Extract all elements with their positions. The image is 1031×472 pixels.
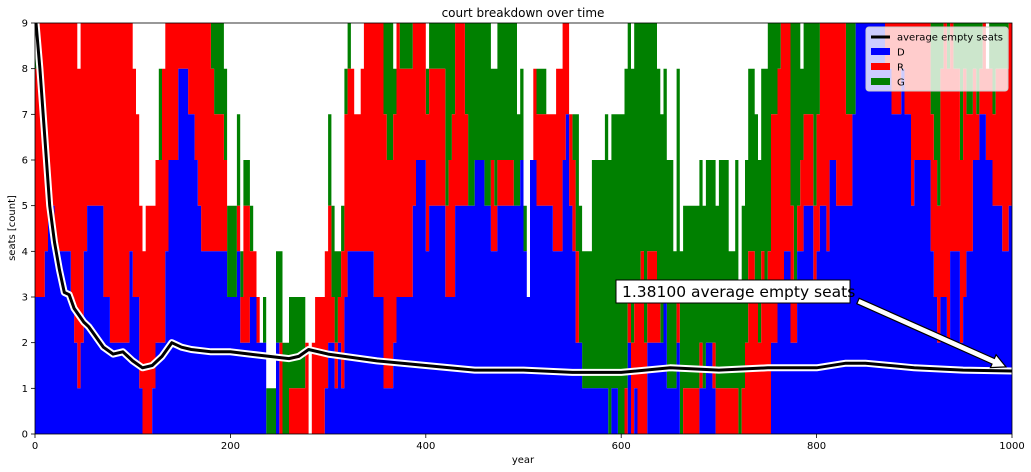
axes-frame <box>34 22 1013 435</box>
legend-swatch-R <box>871 63 890 70</box>
x-tick-label: 1000 <box>999 441 1024 452</box>
x-axis-label: year <box>512 455 535 466</box>
annotation-text: 1.38100 average empty seats <box>622 283 855 301</box>
legend-label: R <box>897 63 904 74</box>
legend-swatch-G <box>871 78 890 85</box>
y-tick-label: 2 <box>22 338 28 349</box>
x-tick-label: 0 <box>32 441 38 452</box>
annotation-box <box>615 279 851 304</box>
y-tick-label: 4 <box>22 247 28 258</box>
legend-box <box>865 26 1009 92</box>
legend-label: G <box>897 78 905 89</box>
plot-area <box>32 22 1013 434</box>
x-tick-label: 400 <box>416 441 435 452</box>
legend: average empty seats DRG <box>865 26 1009 92</box>
x-tick-label: 200 <box>221 441 240 452</box>
legend-label: average empty seats <box>897 33 1003 44</box>
y-tick-label: 9 <box>22 19 28 30</box>
y-axis-label: seats [count] <box>7 195 18 261</box>
y-tick-label: 3 <box>22 293 28 304</box>
area-R <box>35 23 1012 434</box>
legend-swatch-D <box>871 48 890 55</box>
y-tick-label: 7 <box>22 110 28 121</box>
annotation: 1.38100 average empty seats <box>615 279 1008 369</box>
axes: 0 200 400 600 800 1000 0 1 2 3 4 5 6 7 8 9 <box>22 19 1025 453</box>
area-D <box>35 23 1012 434</box>
annotation-arrow <box>856 297 1008 369</box>
y-tick-label: 5 <box>22 201 28 212</box>
y-tick-label: 1 <box>22 384 28 395</box>
legend-label: D <box>897 48 905 59</box>
chart-title: court breakdown over time <box>442 6 605 20</box>
x-tick-label: 800 <box>807 441 826 452</box>
x-tick-label: 600 <box>612 441 631 452</box>
avg-line <box>34 22 1013 374</box>
y-tick-label: 0 <box>22 430 28 441</box>
y-tick-label: 6 <box>22 156 28 167</box>
y-tick-label: 8 <box>22 64 28 75</box>
